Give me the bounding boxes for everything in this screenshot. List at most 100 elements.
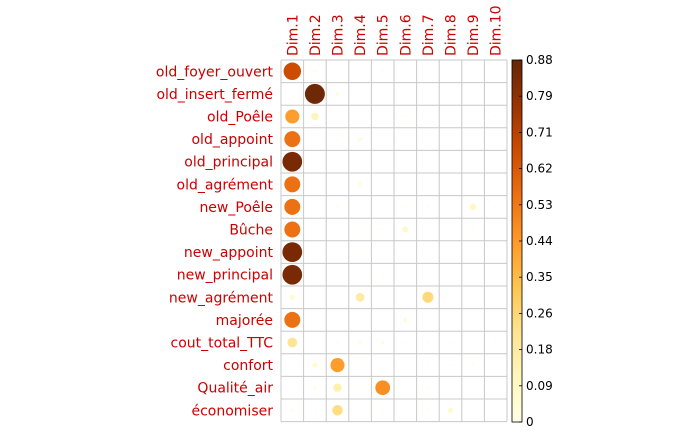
corr-circle bbox=[494, 205, 497, 208]
corr-circle bbox=[313, 183, 316, 186]
corr-circle bbox=[381, 70, 384, 73]
corr-circle bbox=[313, 69, 317, 73]
corr-circle bbox=[404, 341, 407, 344]
corr-circle bbox=[381, 228, 384, 231]
colorbar-tick-label: 0.88 bbox=[526, 53, 553, 67]
corr-circle bbox=[426, 386, 429, 389]
y-tick-labels: old_foyer_ouvert old_insert_fermé old_Poêl… bbox=[156, 64, 274, 419]
corr-circle bbox=[404, 205, 407, 208]
x-tick-label: Dim.5 bbox=[376, 14, 392, 56]
corr-circle bbox=[375, 380, 391, 396]
corr-circle bbox=[284, 131, 301, 148]
x-tick-label: Dim.9 bbox=[466, 14, 482, 56]
corr-circle bbox=[304, 83, 325, 104]
corr-circle bbox=[282, 151, 303, 172]
corr-circle bbox=[359, 228, 362, 231]
x-tick-label: Dim.3 bbox=[331, 14, 347, 56]
corr-circle bbox=[290, 408, 294, 412]
corr-circle bbox=[449, 318, 452, 321]
y-tick-label: new_Poêle bbox=[199, 200, 273, 216]
corr-circle bbox=[355, 292, 365, 302]
corr-circle bbox=[284, 176, 301, 193]
y-tick-label: Qualité_air bbox=[197, 381, 273, 397]
y-tick-label: économiser bbox=[191, 403, 273, 419]
corr-circle bbox=[359, 386, 362, 389]
x-tick-label: Dim.10 bbox=[489, 5, 505, 56]
colorbar: 0.88 0.79 0.71 0.62 0.53 0.44 0.35 0.26 0.18 0.09… bbox=[511, 53, 553, 429]
corr-circle bbox=[283, 62, 302, 81]
colorbar-tick-label: 0.44 bbox=[526, 234, 553, 248]
y-tick-label: Bûche bbox=[229, 223, 273, 239]
colorbar-tick-label: 0.62 bbox=[526, 162, 553, 176]
corr-circle bbox=[402, 226, 409, 233]
corr-circle bbox=[284, 311, 301, 328]
corr-circle bbox=[282, 242, 303, 262]
corr-circle bbox=[472, 228, 475, 231]
corr-circle bbox=[447, 407, 454, 413]
corr-circle bbox=[358, 182, 362, 187]
y-tick-label: new_agrément bbox=[169, 290, 274, 306]
x-tick-label: Dim.8 bbox=[444, 14, 460, 56]
corr-circle bbox=[426, 341, 429, 344]
x-tick-label: Dim.1 bbox=[285, 14, 301, 56]
y-tick-label: majorée bbox=[216, 313, 273, 329]
corr-circle bbox=[336, 341, 339, 344]
corr-circle bbox=[494, 183, 497, 186]
corr-circle bbox=[335, 92, 340, 96]
corr-circle bbox=[359, 364, 362, 367]
corr-circle bbox=[449, 341, 452, 344]
y-tick-label: old_agrément bbox=[177, 177, 274, 193]
corr-circle bbox=[282, 264, 303, 285]
corr-circle bbox=[332, 405, 343, 416]
x-tick-label: Dim.2 bbox=[308, 14, 324, 56]
corr-circle bbox=[449, 364, 452, 367]
y-tick-label: cout_total_TTC bbox=[171, 336, 274, 352]
y-tick-label: old_appoint bbox=[191, 132, 273, 148]
corr-circle bbox=[313, 409, 316, 412]
corr-circle bbox=[285, 109, 300, 124]
circles bbox=[282, 62, 497, 416]
x-tick-label: Dim.6 bbox=[398, 14, 414, 56]
corr-circle bbox=[313, 318, 316, 321]
corr-circle bbox=[313, 386, 317, 390]
colorbar-tick-label: 0.35 bbox=[526, 270, 553, 284]
corr-circle bbox=[358, 137, 362, 141]
y-tick-label: old_insert_fermé bbox=[156, 87, 273, 103]
x-tick-labels: Dim.1 Dim.2 Dim.3 Dim.4 Dim.5 Dim.6 Dim.7 Dim.8… bbox=[285, 5, 504, 56]
corr-circle bbox=[472, 364, 475, 367]
corr-circle bbox=[358, 340, 362, 345]
colorbar-tick-label: 0.18 bbox=[526, 343, 553, 357]
corr-circle bbox=[426, 205, 429, 208]
y-tick-label: new_principal bbox=[177, 268, 273, 284]
corr-circle bbox=[422, 291, 434, 303]
corr-circle bbox=[494, 341, 497, 344]
corr-circle bbox=[403, 317, 408, 323]
corr-circle bbox=[426, 364, 429, 367]
colorbar-tick-label: 0.53 bbox=[526, 198, 553, 212]
y-tick-label: old_principal bbox=[184, 155, 273, 171]
x-tick-label: Dim.4 bbox=[353, 14, 369, 56]
corr-circle bbox=[404, 115, 407, 118]
corr-circle bbox=[330, 358, 345, 373]
corr-circle bbox=[336, 183, 339, 186]
corr-circle bbox=[311, 112, 319, 121]
corr-circle bbox=[312, 362, 318, 368]
colorbar-tick-label: 0.09 bbox=[526, 379, 553, 393]
y-tick-label: new_appoint bbox=[184, 245, 274, 261]
colorbar-tick-label: 0.26 bbox=[526, 306, 553, 320]
corr-circle bbox=[380, 340, 385, 345]
corr-circle bbox=[289, 294, 295, 300]
corr-circle bbox=[359, 251, 362, 254]
corr-circle bbox=[284, 198, 301, 215]
colorbar-tick-label: 0.79 bbox=[526, 89, 553, 103]
y-tick-label: old_foyer_ouvert bbox=[156, 64, 274, 80]
corr-circle bbox=[336, 205, 339, 208]
corr-circle bbox=[494, 115, 497, 118]
corr-circle bbox=[404, 409, 407, 412]
corr-circle bbox=[426, 409, 429, 412]
corr-circle bbox=[381, 273, 384, 276]
colorbar-tick-label: 0 bbox=[526, 415, 534, 429]
grid bbox=[280, 59, 508, 423]
x-tick-label: Dim.7 bbox=[421, 14, 437, 56]
